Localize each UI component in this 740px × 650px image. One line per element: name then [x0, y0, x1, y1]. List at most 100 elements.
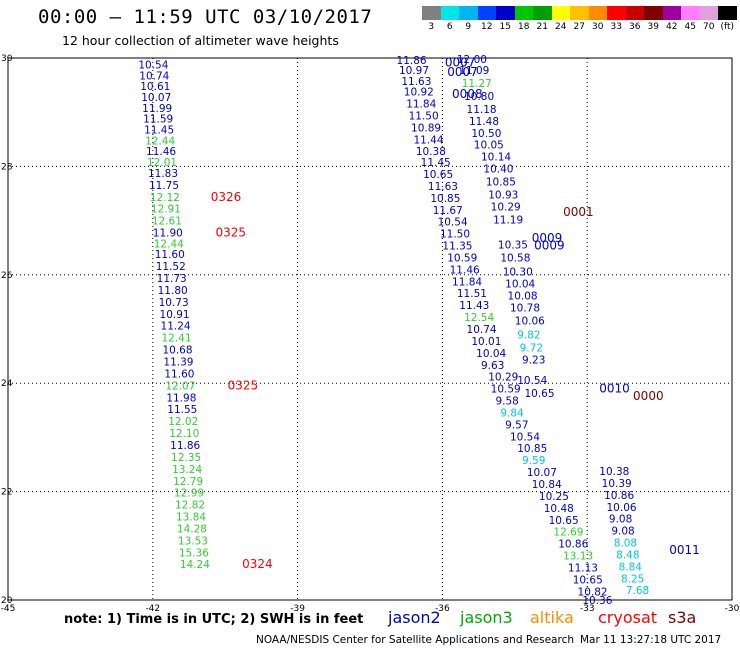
- swh-value: 11.90: [153, 228, 183, 240]
- x-tick-label: -42: [145, 604, 160, 614]
- swh-value: 11.52: [156, 261, 186, 273]
- swh-value: 12.01: [147, 157, 177, 169]
- time-label: 0009: [532, 231, 563, 245]
- page-title: 00:00 – 11:59 UTC 03/10/2017: [38, 6, 373, 28]
- colorbar-label: (ft): [720, 22, 735, 32]
- colorbar-swatch: [422, 6, 441, 20]
- swh-value: 12.91: [151, 204, 181, 216]
- swh-value: 11.80: [158, 285, 188, 297]
- colorbar: [422, 6, 737, 20]
- colorbar-swatch: [625, 6, 644, 20]
- swh-value: 10.01: [471, 336, 501, 348]
- swh-value: 10.97: [399, 65, 429, 77]
- colorbar-swatch: [644, 6, 663, 20]
- colorbar-swatch: [440, 6, 459, 20]
- swh-value: 10.65: [573, 574, 603, 586]
- swh-value: 9.57: [505, 419, 528, 431]
- swh-value: 10.40: [483, 164, 513, 176]
- swh-value: 10.38: [599, 466, 629, 478]
- swh-value: 9.23: [522, 354, 545, 366]
- swh-value: 10.38: [416, 146, 446, 158]
- swh-value: 10.08: [508, 290, 538, 302]
- swh-value: 11.98: [166, 392, 196, 404]
- swh-value: 7.68: [626, 585, 649, 597]
- swh-value: 10.58: [500, 252, 530, 264]
- colorbar-label: 18: [518, 22, 530, 32]
- time-label: 0325: [228, 378, 259, 392]
- swh-value: 11.35: [442, 241, 472, 253]
- swh-value: 10.14: [481, 152, 511, 164]
- colorbar-label: 21: [536, 22, 548, 32]
- swh-value: 12.02: [168, 416, 198, 428]
- y-tick-label: 26: [1, 271, 13, 281]
- swh-value: 10.04: [505, 278, 535, 290]
- swh-value: 9.72: [520, 342, 543, 354]
- time-label: 0011: [669, 543, 700, 557]
- swh-value: 9.08: [609, 514, 632, 526]
- swh-value: 10.07: [527, 467, 557, 479]
- colorbar-label: 12: [481, 22, 493, 32]
- swh-value: 12.35: [171, 452, 201, 464]
- swh-value: 9.82: [517, 329, 540, 341]
- swh-value: 11.84: [452, 276, 482, 288]
- swh-value: 11.50: [440, 229, 470, 241]
- swh-value: 12.61: [152, 216, 182, 228]
- swh-value: 11.63: [401, 76, 431, 88]
- x-tick-label: -36: [435, 604, 450, 614]
- swh-value: 10.84: [532, 479, 562, 491]
- legend-item: jason3: [460, 608, 513, 627]
- swh-value: 11.86: [170, 440, 200, 452]
- swh-value: 10.25: [539, 491, 569, 503]
- colorbar-swatch: [718, 6, 737, 20]
- swh-value: 11.24: [161, 321, 191, 333]
- legend-item: jason2: [388, 608, 441, 627]
- colorbar-swatch: [662, 6, 681, 20]
- time-label: 0001: [563, 205, 594, 219]
- colorbar-label: 15: [499, 22, 511, 32]
- x-tick-label: -33: [580, 604, 595, 614]
- swh-value: 13.53: [178, 535, 208, 547]
- swh-value: 10.65: [423, 169, 453, 181]
- legend-item: s3a: [668, 608, 697, 627]
- credit-text: NOAA/NESDIS Center for Satellite Applica…: [256, 634, 574, 646]
- swh-value: 11.44: [413, 134, 443, 146]
- swh-value: 11.60: [155, 249, 185, 261]
- swh-value: 10.54: [517, 375, 547, 387]
- swh-value: 10.80: [464, 91, 494, 103]
- colorbar-swatch: [588, 6, 607, 20]
- y-tick-label: 28: [1, 162, 13, 172]
- swh-value: 10.05: [474, 140, 504, 152]
- swh-value: 12.10: [169, 428, 199, 440]
- swh-value: 10.93: [488, 190, 518, 202]
- x-tick-label: -45: [1, 604, 16, 614]
- map-frame: [7, 57, 733, 601]
- swh-value: 12.44: [145, 135, 175, 147]
- swh-value: 11.39: [163, 357, 193, 369]
- colorbar-label: 45: [684, 22, 696, 32]
- swh-value: 11.84: [406, 99, 436, 111]
- time-label: 0325: [216, 226, 247, 240]
- swh-value: 10.82: [578, 586, 608, 598]
- swh-value: 12.41: [161, 333, 191, 345]
- colorbar-swatch: [514, 6, 533, 20]
- swh-value: 11.99: [142, 103, 172, 115]
- colorbar-swatch: [477, 6, 496, 20]
- swh-value: 10.65: [524, 388, 554, 400]
- swh-value: 9.58: [495, 396, 518, 408]
- swh-value: 10.50: [471, 128, 501, 140]
- swh-value: 11.27: [462, 78, 492, 90]
- time-label: 0326: [211, 190, 242, 204]
- swh-value: 10.04: [476, 348, 506, 360]
- swh-value: 11.60: [164, 368, 194, 380]
- swh-value: 10.74: [467, 324, 497, 336]
- time-label: 0008: [452, 87, 483, 101]
- colorbar-label: 24: [555, 22, 567, 32]
- swh-value: 11.51: [457, 288, 487, 300]
- time-label: 0009: [534, 239, 565, 253]
- swh-value: 10.35: [498, 239, 528, 251]
- swh-value: 8.48: [616, 549, 639, 561]
- swh-value: 10.92: [404, 87, 434, 99]
- swh-value: 10.91: [160, 309, 190, 321]
- time-label: 0324: [242, 557, 273, 571]
- legend-item: altika: [530, 608, 574, 627]
